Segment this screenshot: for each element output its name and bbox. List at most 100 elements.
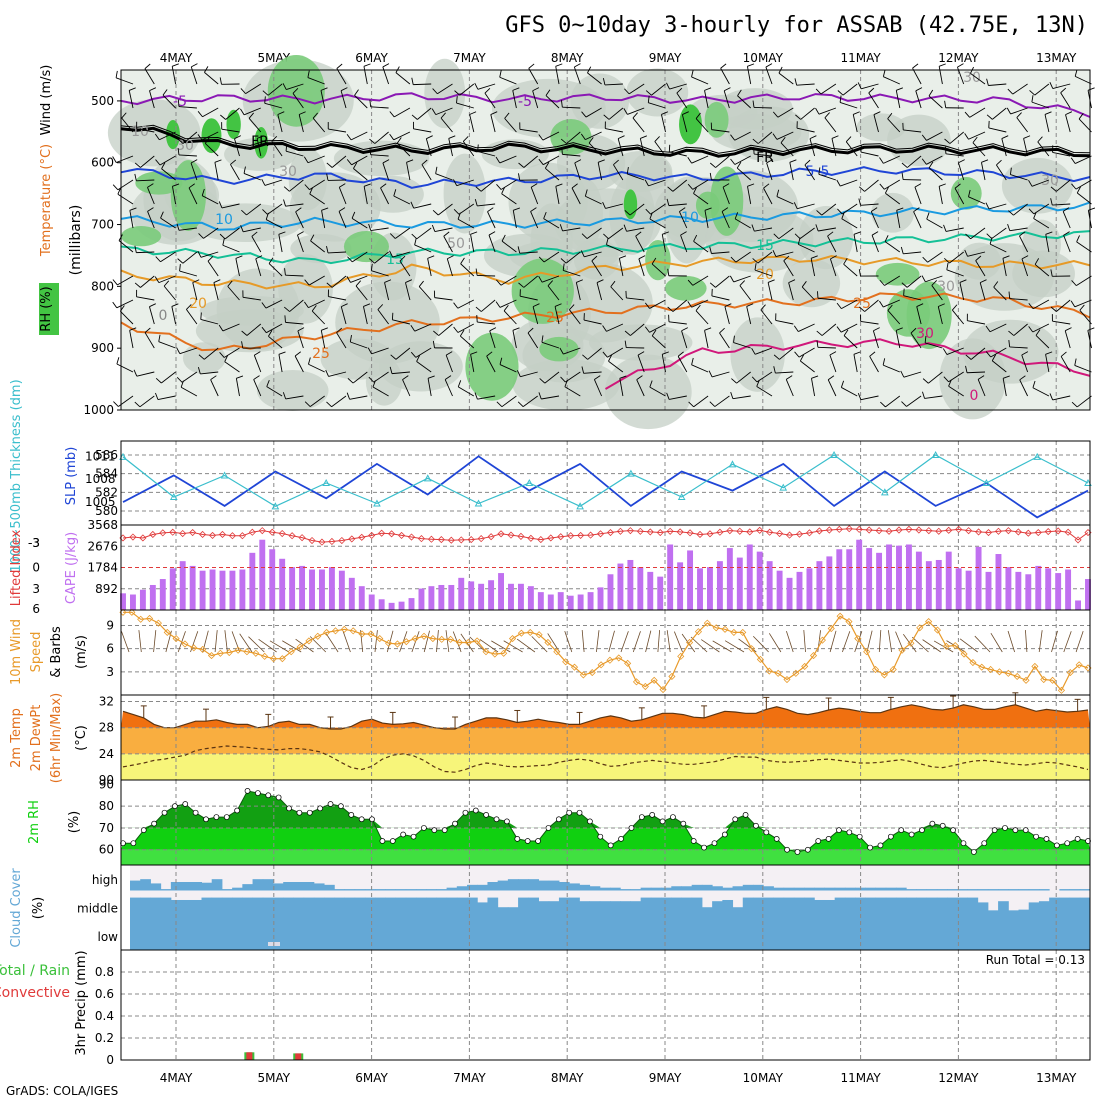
wind-barb — [520, 295, 538, 301]
lifted-index-marker — [159, 529, 167, 537]
wind-barb-flag — [1050, 269, 1053, 277]
cloud-bar-middle — [1069, 897, 1081, 922]
lifted-index-marker — [129, 533, 137, 541]
rh-axis-unit: (%) — [67, 811, 82, 834]
rh-marker — [587, 818, 593, 825]
cloud-bar-high — [415, 889, 427, 891]
wind-barb-flag — [603, 114, 610, 120]
wind-barb-flag — [896, 87, 903, 91]
wind-barb — [990, 347, 1007, 358]
wind-barb-flag — [645, 208, 651, 215]
surface-wind-barb — [248, 636, 265, 653]
wind-barb-flag — [1063, 231, 1070, 236]
rh-marker — [275, 794, 282, 801]
wind-barb — [437, 203, 453, 216]
wind-barb-flag — [1002, 255, 1010, 259]
wind-barb — [754, 227, 773, 232]
cape-bar — [547, 594, 554, 610]
wind-speed-marker — [323, 628, 331, 636]
lifted-index-marker — [646, 528, 654, 536]
cloud-bar-middle — [395, 897, 407, 922]
wind-barb-flag — [271, 135, 278, 142]
wind-barb — [970, 347, 986, 360]
wind-barb-flag — [887, 112, 893, 120]
wind-barb-flag — [921, 134, 927, 141]
wind-tick-label: 6 — [106, 642, 114, 656]
wind-barb-flag — [853, 111, 860, 115]
slp-tick-label: 1008 — [85, 472, 116, 486]
wind-barb-flag — [538, 275, 543, 283]
wind-barb-flag — [900, 370, 905, 378]
wind-barb-flag — [602, 351, 608, 358]
y-tick-label: 500 — [91, 94, 114, 108]
wind-barb-flag — [644, 302, 650, 309]
wind-barb-flag — [144, 327, 151, 333]
rh-marker — [348, 812, 355, 818]
wind-barb-flag — [351, 211, 356, 219]
wind-barb — [160, 251, 176, 263]
precip-tick-label: 0.8 — [95, 965, 114, 979]
wind-barb-flag — [321, 327, 328, 331]
wind-barb — [158, 341, 176, 349]
wind-barb — [234, 138, 240, 157]
wind-barb-flag — [571, 183, 578, 189]
contour-label: 0 — [970, 388, 979, 404]
wind-barb-flag — [667, 186, 674, 192]
wind-barb-flag — [172, 183, 180, 187]
cloud-bar-high — [477, 884, 488, 891]
rh-green-region — [539, 336, 579, 362]
wind-speed-marker — [145, 614, 154, 623]
wind-barb — [629, 203, 645, 216]
wind-barb-flag — [539, 378, 546, 384]
wind-barb-flag — [879, 300, 884, 308]
cloud-bar-high — [916, 889, 928, 891]
wind-barb — [691, 76, 709, 85]
wind-barb — [691, 299, 709, 308]
cloud-bar-high — [354, 889, 366, 891]
cape-bar — [687, 550, 694, 610]
dewpoint-line — [122, 745, 1089, 773]
wind-barb — [393, 131, 411, 141]
rh-marker — [483, 812, 490, 818]
cloud-bar-middle — [446, 897, 458, 922]
cape-bar — [567, 595, 574, 610]
wind-barb-flag — [218, 201, 223, 209]
wind-barb-flag — [518, 173, 521, 181]
wind-barb-flag — [355, 280, 362, 287]
wind-barb-flag — [811, 375, 819, 379]
cape-bar — [139, 589, 146, 610]
wind-barb — [414, 244, 432, 253]
wind-speed-marker — [748, 645, 756, 653]
wind-barb — [723, 90, 730, 109]
date-tick-label: 7MAY — [453, 1071, 486, 1085]
wind-barb-flag — [786, 375, 793, 380]
wind-barb — [739, 285, 752, 301]
wind-barb — [213, 282, 219, 301]
wind-speed-marker — [951, 641, 959, 650]
wind-barb — [760, 309, 773, 325]
surface-wind-barb — [902, 633, 917, 653]
wind-speed-marker — [508, 635, 517, 643]
wind-barb — [307, 155, 325, 164]
wind-barb — [669, 151, 687, 157]
wind-barb-flag — [292, 88, 299, 94]
wind-speed-marker — [801, 662, 809, 670]
cape-bar — [438, 584, 445, 610]
cloud-bar-middle — [844, 897, 856, 922]
cloud-bar-middle — [957, 897, 968, 922]
wind-speed-marker — [464, 638, 472, 647]
wind-barb-flag — [559, 224, 563, 232]
surface-wind-barb — [724, 640, 745, 653]
wind-barb-flag — [873, 327, 880, 332]
wind-barb — [798, 347, 815, 358]
wind-barb — [871, 235, 879, 253]
wind-barb-flag — [188, 183, 195, 189]
contour-label: 10 — [131, 124, 149, 140]
wind-barb — [349, 395, 368, 400]
wind-barb-flag — [235, 255, 243, 259]
wind-barb-flag — [518, 282, 525, 288]
lifted-index-marker — [885, 527, 893, 535]
cloud-bar-high — [957, 889, 968, 891]
legend-rh-swatch — [39, 283, 59, 335]
